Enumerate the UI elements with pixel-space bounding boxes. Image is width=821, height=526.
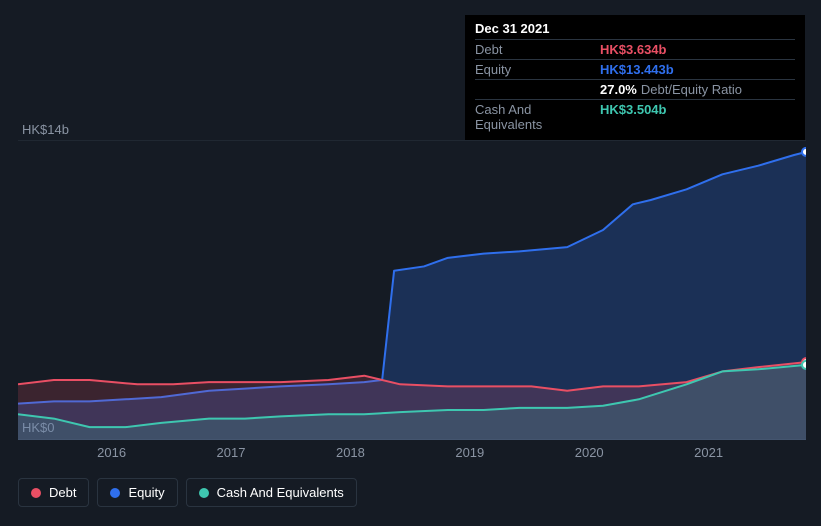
tooltip-value: HK$3.504b — [600, 102, 666, 132]
chart-area — [18, 140, 806, 440]
tooltip-label: Cash And Equivalents — [475, 102, 600, 132]
tooltip-row: EquityHK$13.443b — [475, 59, 795, 79]
tooltip-value: HK$13.443b — [600, 62, 674, 77]
tooltip-value: 27.0%Debt/Equity Ratio — [600, 82, 742, 97]
x-axis-label: 2021 — [694, 445, 723, 460]
tooltip-label — [475, 82, 600, 97]
tooltip-row: 27.0%Debt/Equity Ratio — [475, 79, 795, 99]
tooltip-extra: Debt/Equity Ratio — [641, 82, 742, 97]
tooltip-label: Debt — [475, 42, 600, 57]
tooltip-label: Equity — [475, 62, 600, 77]
legend-item[interactable]: Debt — [18, 478, 89, 507]
legend-dot-icon — [199, 488, 209, 498]
x-axis-label: 2016 — [97, 445, 126, 460]
legend-item[interactable]: Equity — [97, 478, 177, 507]
legend-item[interactable]: Cash And Equivalents — [186, 478, 357, 507]
legend-dot-icon — [31, 488, 41, 498]
legend-dot-icon — [110, 488, 120, 498]
legend: Debt Equity Cash And Equivalents — [18, 478, 357, 507]
x-axis-label: 2019 — [455, 445, 484, 460]
x-axis-label: 2020 — [575, 445, 604, 460]
tooltip-row: DebtHK$3.634b — [475, 39, 795, 59]
chart-tooltip: Dec 31 2021 DebtHK$3.634bEquityHK$13.443… — [465, 15, 805, 140]
tooltip-value: HK$3.634b — [600, 42, 666, 57]
tooltip-date: Dec 31 2021 — [475, 21, 795, 39]
legend-label: Cash And Equivalents — [217, 485, 344, 500]
legend-label: Equity — [128, 485, 164, 500]
x-axis-label: 2018 — [336, 445, 365, 460]
ylabel-max: HK$14b — [22, 122, 69, 137]
x-axis-label: 2017 — [217, 445, 246, 460]
x-axis: 2016 2017 2018 2019 2020 2021 — [40, 445, 806, 465]
tooltip-row: Cash And EquivalentsHK$3.504b — [475, 99, 795, 134]
legend-label: Debt — [49, 485, 76, 500]
